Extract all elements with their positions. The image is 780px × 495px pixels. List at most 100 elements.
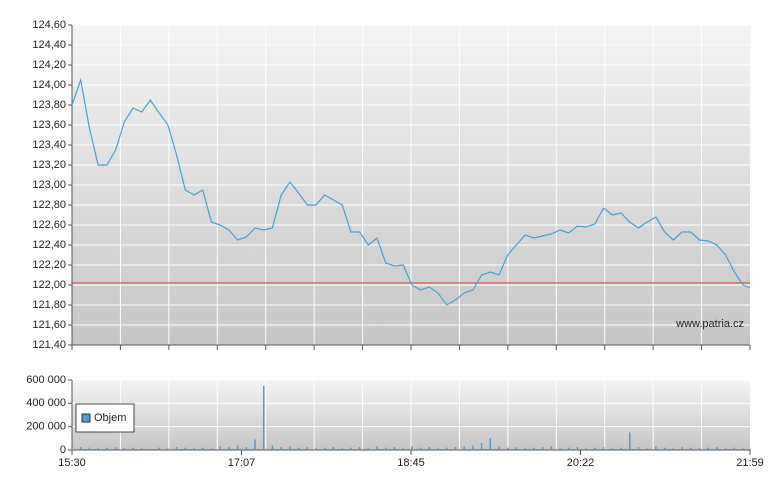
volume-bar — [254, 439, 256, 450]
volume-bar — [506, 447, 509, 450]
volume-bar — [271, 445, 274, 450]
volume-bar — [611, 448, 614, 450]
annotation: www.patria.cz — [675, 318, 744, 330]
x-tick-label: 18:45 — [397, 457, 425, 469]
volume-bar — [384, 447, 387, 450]
volume-bar — [132, 447, 134, 450]
volume-bar — [402, 448, 404, 450]
y-tick-label: 121,40 — [32, 339, 66, 351]
volume-bar — [454, 447, 457, 450]
volume-bar — [201, 447, 204, 450]
volume-bar — [106, 447, 108, 450]
volume-bar — [707, 447, 709, 450]
volume-bar — [428, 447, 431, 450]
volume-bar — [655, 446, 657, 450]
volume-bar — [341, 448, 343, 450]
volume-bar — [749, 448, 751, 450]
volume-bar — [88, 447, 91, 450]
volume-bar — [689, 447, 692, 450]
volume-bar — [724, 448, 727, 450]
volume-bar — [210, 448, 213, 450]
volume-bar — [167, 448, 169, 450]
y-tick-label: 123,60 — [32, 119, 66, 131]
volume-bar — [489, 438, 492, 450]
volume-bar — [628, 432, 631, 450]
volume-bar — [541, 447, 544, 450]
volume-bar — [245, 447, 248, 450]
y-tick-label: 122,20 — [32, 259, 66, 271]
volume-bar — [193, 448, 195, 450]
volume-bar — [350, 447, 352, 450]
y-tick-label: 122,80 — [32, 199, 66, 211]
price-line — [71, 77, 751, 306]
volume-bar — [445, 447, 448, 450]
volume-bar — [472, 445, 474, 450]
y-tick-label: 124,40 — [32, 39, 66, 51]
volume-bar — [437, 448, 439, 450]
volume-bar — [463, 446, 465, 450]
legend-label: Objem — [94, 412, 126, 424]
volume-bar — [315, 448, 317, 450]
y-tick-label: 122,00 — [32, 279, 66, 291]
volume-bar — [358, 447, 361, 450]
y-tick-label: 400 000 — [26, 397, 66, 409]
volume-bar — [123, 448, 126, 450]
volume-bar — [228, 447, 230, 450]
x-tick-label: 21:59 — [736, 457, 764, 469]
volume-bar — [158, 447, 160, 450]
volume-bar — [637, 447, 640, 450]
volume-bar — [280, 447, 282, 450]
volume-bar — [114, 447, 117, 450]
volume-bar — [620, 447, 622, 450]
y-tick-label: 123,40 — [32, 139, 66, 151]
volume-bar — [289, 446, 291, 450]
volume-bar — [393, 447, 396, 450]
volume-bar — [71, 446, 73, 450]
volume-bar — [480, 443, 483, 450]
volume-bar — [567, 447, 570, 450]
volume-bar — [515, 447, 518, 450]
volume-bar — [140, 448, 143, 450]
volume-bar — [602, 447, 605, 450]
y-tick-label: 121,80 — [32, 299, 66, 311]
volume-bar — [576, 447, 579, 450]
x-tick-label: 17:07 — [228, 457, 256, 469]
volume-bar — [698, 448, 701, 450]
y-tick-label: 123,80 — [32, 99, 66, 111]
y-tick-label: 123,00 — [32, 179, 66, 191]
volume-bar — [376, 446, 378, 450]
volume-bar — [175, 447, 178, 450]
y-tick-label: 200 000 — [26, 421, 66, 433]
y-tick-label: 600 000 — [26, 374, 66, 386]
volume-bar — [297, 447, 300, 450]
y-tick-label: 123,20 — [32, 159, 66, 171]
volume-bar — [97, 448, 99, 450]
volume-bar — [733, 447, 736, 450]
volume-bar — [219, 446, 221, 450]
volume-bar — [716, 447, 718, 450]
y-tick-label: 121,60 — [32, 319, 66, 331]
volume-bar — [332, 447, 335, 450]
volume-bar — [498, 446, 500, 450]
volume-bar — [681, 447, 683, 450]
x-tick-label: 15:30 — [58, 457, 86, 469]
volume-bar — [323, 447, 326, 450]
volume-bar — [367, 448, 370, 450]
volume-bar — [742, 448, 744, 450]
volume-bar — [594, 447, 596, 450]
volume-bar — [663, 447, 666, 450]
volume-bar — [306, 447, 309, 450]
volume-bar — [524, 448, 526, 450]
y-tick-label: 122,40 — [32, 239, 66, 251]
volume-bar — [149, 448, 152, 450]
x-tick-label: 20:22 — [567, 457, 595, 469]
y-tick-label: 122,60 — [32, 219, 66, 231]
volume-bar — [585, 448, 587, 450]
volume-bar — [533, 447, 535, 450]
y-tick-label: 124,00 — [32, 79, 66, 91]
volume-bar — [184, 447, 187, 450]
volume-bar — [559, 448, 561, 450]
y-tick-label: 0 — [60, 444, 66, 456]
y-tick-label: 124,60 — [32, 19, 66, 31]
